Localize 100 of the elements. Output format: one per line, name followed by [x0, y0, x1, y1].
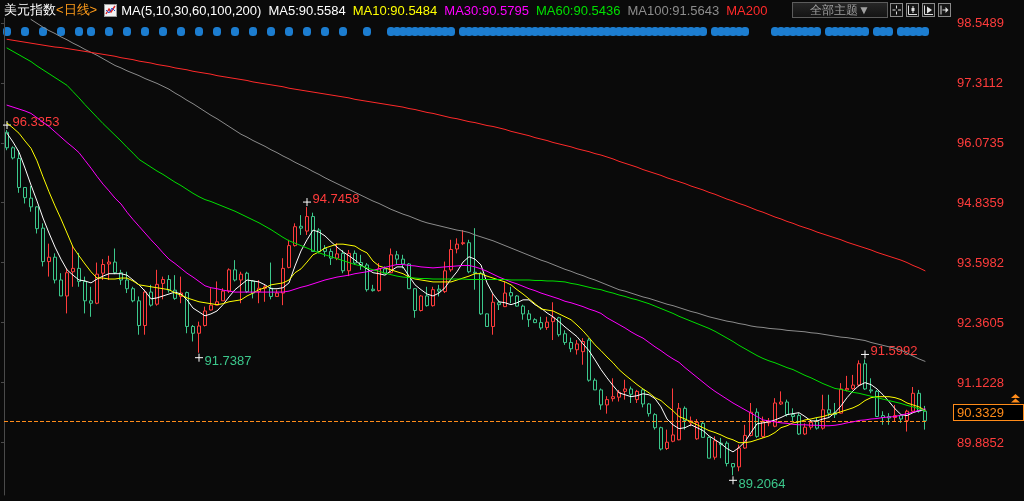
candlestick: [491, 293, 495, 336]
text: 94.7458: [312, 190, 360, 206]
text: MA10:90.5484: [352, 2, 438, 18]
candlestick: [107, 255, 111, 281]
candlestick: [215, 280, 219, 306]
candlestick: [191, 324, 195, 342]
candlestick: [101, 258, 105, 281]
candlestick: [845, 375, 849, 392]
y-tick-label: 92.3605: [957, 315, 1004, 331]
candlestick: [311, 212, 315, 252]
candlestick: [593, 377, 597, 391]
candlestick: [125, 271, 129, 294]
ref-line-label: 90.3329: [953, 403, 1024, 421]
candlestick: [131, 286, 135, 303]
candlestick: [401, 254, 405, 269]
candlestick: [629, 386, 633, 404]
candlestick: [635, 389, 639, 404]
candlestick: [71, 245, 75, 288]
candlestick: [413, 287, 417, 319]
candlestick: [371, 284, 375, 293]
candlestick: [863, 358, 867, 391]
y-tick-label: 97.3112: [957, 75, 1004, 91]
candlestick: [827, 394, 831, 418]
candlestick: [77, 252, 81, 288]
candlestick: [551, 301, 555, 341]
candlestick: [233, 259, 237, 282]
candlestick: [227, 267, 231, 294]
text: MA100:91.5643: [627, 2, 720, 18]
candlestick: [431, 286, 435, 308]
candlestick: [599, 387, 603, 411]
candlestick: [563, 329, 567, 346]
candlestick: [785, 399, 789, 418]
candlestick: [533, 317, 537, 324]
y-tick-label: 96.0735: [957, 135, 1004, 151]
y-tick-label: 93.5982: [957, 255, 1004, 271]
dropdown: 全部主题▼: [792, 2, 888, 18]
candlestick: [587, 337, 591, 383]
candlestick: [671, 387, 675, 443]
candlestick: [47, 243, 51, 278]
candlestick: [899, 414, 903, 424]
candlestick: [305, 206, 309, 236]
candlestick: [509, 286, 513, 304]
candlestick: [209, 287, 213, 311]
candlestick: [29, 185, 33, 213]
candlestick: [275, 289, 279, 297]
candlestick: [335, 242, 339, 261]
candlestick: [605, 395, 609, 415]
candlestick: [95, 262, 99, 305]
candlestick: [653, 412, 657, 431]
candlestick: [461, 229, 465, 246]
candlestick: [497, 299, 501, 311]
candlestick: [149, 284, 153, 308]
candlestick: [167, 274, 171, 294]
line-series: [6, 38, 926, 272]
candlestick: [449, 239, 453, 273]
text: MA30:90.5795: [444, 2, 529, 18]
text: 91.5992: [870, 342, 918, 358]
candlestick: [113, 248, 117, 275]
candlestick: [779, 390, 783, 406]
candlestick: [239, 271, 243, 304]
candlestick: [725, 440, 729, 467]
candlestick: [59, 272, 63, 297]
candlestick: [23, 186, 27, 204]
candlestick: [659, 426, 663, 451]
candlestick: [485, 312, 489, 327]
candlestick: [197, 321, 201, 354]
candlestick: [875, 389, 879, 418]
candlestick: [221, 287, 225, 302]
text: 89.2064: [738, 475, 786, 491]
candlestick: [425, 286, 429, 308]
candlestick: [479, 271, 483, 316]
candlestick: [851, 374, 855, 391]
candlestick: [569, 337, 573, 353]
candlestick: [521, 304, 525, 321]
candlestick: [647, 402, 651, 418]
candlestick: [737, 444, 741, 472]
candlestick: [317, 227, 321, 254]
candlestick: [467, 239, 471, 274]
candlestick: [731, 462, 735, 476]
candlestick: [665, 429, 669, 451]
candlestick: [35, 205, 39, 234]
candlestick: [611, 377, 615, 403]
candlestick: [437, 284, 441, 297]
candlestick: [803, 422, 807, 436]
candlestick: [83, 276, 87, 314]
candlestick: [677, 402, 681, 441]
candlestick: [575, 339, 579, 356]
chart-title: 美元指数: [4, 1, 56, 19]
candlestick: [395, 250, 399, 266]
candlestick: [869, 377, 873, 394]
candlestick: [299, 214, 303, 236]
text: MA60:90.5436: [535, 2, 621, 18]
candlestick: [419, 294, 423, 312]
text: 91.7387: [204, 353, 252, 369]
line-series: [6, 47, 926, 412]
candlestick: [455, 237, 459, 254]
y-tick-label: 94.8359: [957, 195, 1004, 211]
candlestick: [857, 359, 861, 388]
candlestick: [89, 286, 93, 318]
text: MA200: [726, 2, 768, 18]
